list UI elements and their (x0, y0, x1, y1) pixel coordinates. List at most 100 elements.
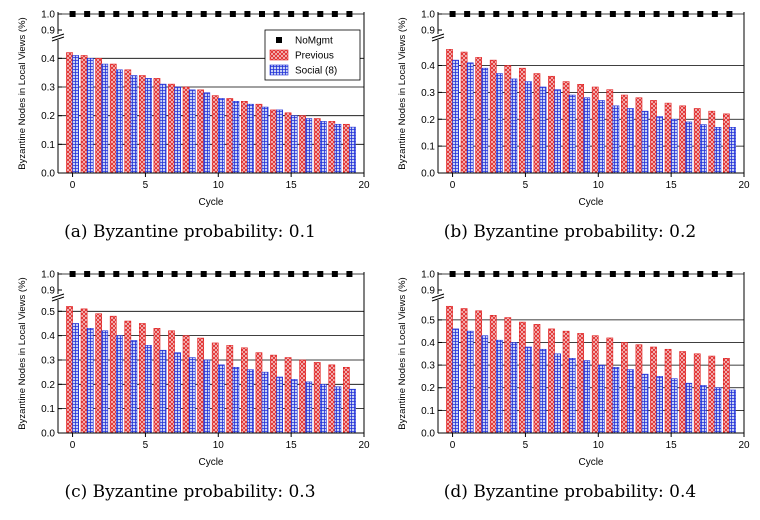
bar-previous-b-17 (693, 108, 701, 174)
bar-chart-c: 0.0 0.1 0.2 0.3 0.4 0.5 0.9 1.0 0 5 10 15 20 Cycle Byz… (17, 270, 370, 469)
bar-previous-c-16 (299, 359, 307, 434)
bar-previous-b-19 (723, 113, 730, 174)
marker-nomgmt-d-0 (449, 271, 456, 277)
axis-break-gap-a (53, 34, 63, 40)
marker-nomgmt-d-8 (566, 271, 573, 277)
marker-nomgmt-c-12 (244, 271, 251, 277)
bar-previous-d-1 (460, 308, 468, 434)
bar-previous-d-0 (446, 305, 453, 434)
xtick-label-b-3: 15 (666, 180, 678, 191)
bar-previous-b-13 (635, 97, 643, 174)
chart-caption-d: (d) Byzantine probability: 0.4 (443, 482, 697, 502)
bar-social-a-8 (188, 89, 196, 174)
bar-previous-d-3 (489, 315, 497, 434)
bar-previous-d-5 (519, 321, 526, 434)
bar-social-a-17 (319, 121, 327, 174)
ybreak-label-c-0: 0.9 (41, 286, 55, 297)
bar-previous-a-6 (153, 78, 161, 174)
xtick-label-d-4: 20 (738, 440, 750, 451)
bar-previous-c-8 (182, 335, 190, 434)
bar-social-c-19 (349, 388, 356, 434)
bar-social-a-7 (174, 86, 181, 174)
xtick-label-d-0: 0 (450, 440, 456, 451)
marker-nomgmt-b-12 (624, 11, 631, 17)
xtick-label-c-0: 0 (70, 440, 76, 451)
ytick-label-b-2: 0.2 (421, 115, 435, 126)
xtick-label-b-4: 20 (738, 180, 750, 191)
xtick-label-b-1: 5 (523, 180, 529, 191)
bar-previous-a-0 (66, 52, 73, 174)
bar-previous-b-12 (621, 94, 628, 174)
xtick-label-a-2: 10 (213, 180, 225, 191)
marker-nomgmt-c-4 (127, 271, 134, 277)
ybreak-label-d-0: 0.9 (421, 286, 435, 297)
bar-social-c-1 (86, 328, 94, 434)
bar-social-c-14 (276, 376, 283, 434)
bar-previous-b-9 (577, 84, 585, 174)
marker-nomgmt-a-0 (69, 11, 76, 17)
bar-previous-b-5 (519, 67, 526, 174)
bar-previous-d-9 (577, 333, 585, 434)
bar-social-c-5 (145, 345, 152, 434)
marker-nomgmt-d-19 (726, 271, 733, 277)
marker-nomgmt-b-1 (464, 11, 471, 17)
bar-previous-d-13 (635, 344, 643, 434)
bar-social-c-9 (203, 359, 211, 434)
marker-nomgmt-a-2 (98, 11, 105, 17)
marker-nomgmt-b-8 (566, 11, 573, 17)
bar-previous-a-16 (299, 115, 307, 174)
marker-nomgmt-d-14 (653, 271, 660, 277)
bar-previous-c-13 (255, 352, 263, 434)
bar-previous-c-17 (313, 362, 321, 434)
bar-social-c-17 (319, 384, 327, 434)
marker-nomgmt-a-7 (171, 11, 178, 17)
bar-social-d-13 (641, 373, 649, 434)
xtick-label-d-3: 15 (666, 440, 678, 451)
bar-previous-b-14 (650, 100, 657, 174)
bar-previous-c-10 (211, 342, 219, 434)
marker-nomgmt-b-4 (507, 11, 514, 17)
bar-social-c-10 (217, 364, 225, 434)
y-axis-label-a: Byzantine Nodes in Local Views (%) (17, 17, 28, 169)
bar-social-b-13 (641, 110, 649, 174)
bar-previous-c-11 (226, 345, 234, 434)
bar-social-b-4 (510, 78, 518, 174)
axis-break-gap-b (433, 34, 443, 40)
bar-previous-a-19 (343, 123, 350, 174)
chart-panel-b: 0.0 0.1 0.2 0.3 0.4 0.9 1.0 0 5 10 15 20 Cycle Byzant… (380, 0, 760, 260)
marker-nomgmt-b-18 (711, 11, 718, 17)
bar-previous-c-1 (80, 308, 88, 434)
ytick-label-d-4: 0.4 (421, 338, 435, 349)
marker-nomgmt-b-17 (697, 11, 704, 17)
marker-nomgmt-d-1 (464, 271, 471, 277)
marker-nomgmt-c-13 (259, 271, 265, 277)
bar-social-d-5 (525, 346, 532, 434)
bar-social-b-15 (670, 118, 678, 174)
ytick-label-d-2: 0.2 (421, 383, 435, 394)
bar-previous-d-19 (723, 358, 730, 434)
bar-social-a-4 (130, 75, 138, 174)
axis-break-mark-d (431, 293, 445, 302)
bar-previous-b-2 (475, 57, 483, 174)
bar-previous-a-15 (284, 112, 292, 174)
bar-previous-a-17 (313, 118, 321, 174)
bar-social-a-0 (72, 55, 79, 174)
bar-previous-b-6 (533, 73, 541, 174)
bar-social-d-16 (685, 382, 693, 434)
legend-label-1: Previous (295, 51, 334, 62)
bar-previous-d-8 (562, 330, 570, 434)
ybreak-label-c-1: 1.0 (41, 270, 55, 281)
ytick-label-a-1: 0.1 (41, 140, 55, 151)
bar-social-a-12 (247, 103, 254, 174)
marker-nomgmt-a-15 (288, 11, 295, 17)
bar-social-b-2 (481, 67, 489, 174)
ybreak-label-a-0: 0.9 (41, 26, 55, 37)
marker-nomgmt-c-17 (317, 271, 324, 277)
bar-social-d-8 (568, 358, 576, 434)
bar-social-a-11 (232, 101, 240, 174)
marker-nomgmt-a-10 (215, 11, 222, 17)
legend-label-0: NoMgmt (295, 36, 333, 47)
marker-nomgmt-d-12 (624, 271, 631, 277)
bar-previous-a-18 (328, 121, 336, 174)
bar-social-d-2 (481, 335, 489, 434)
